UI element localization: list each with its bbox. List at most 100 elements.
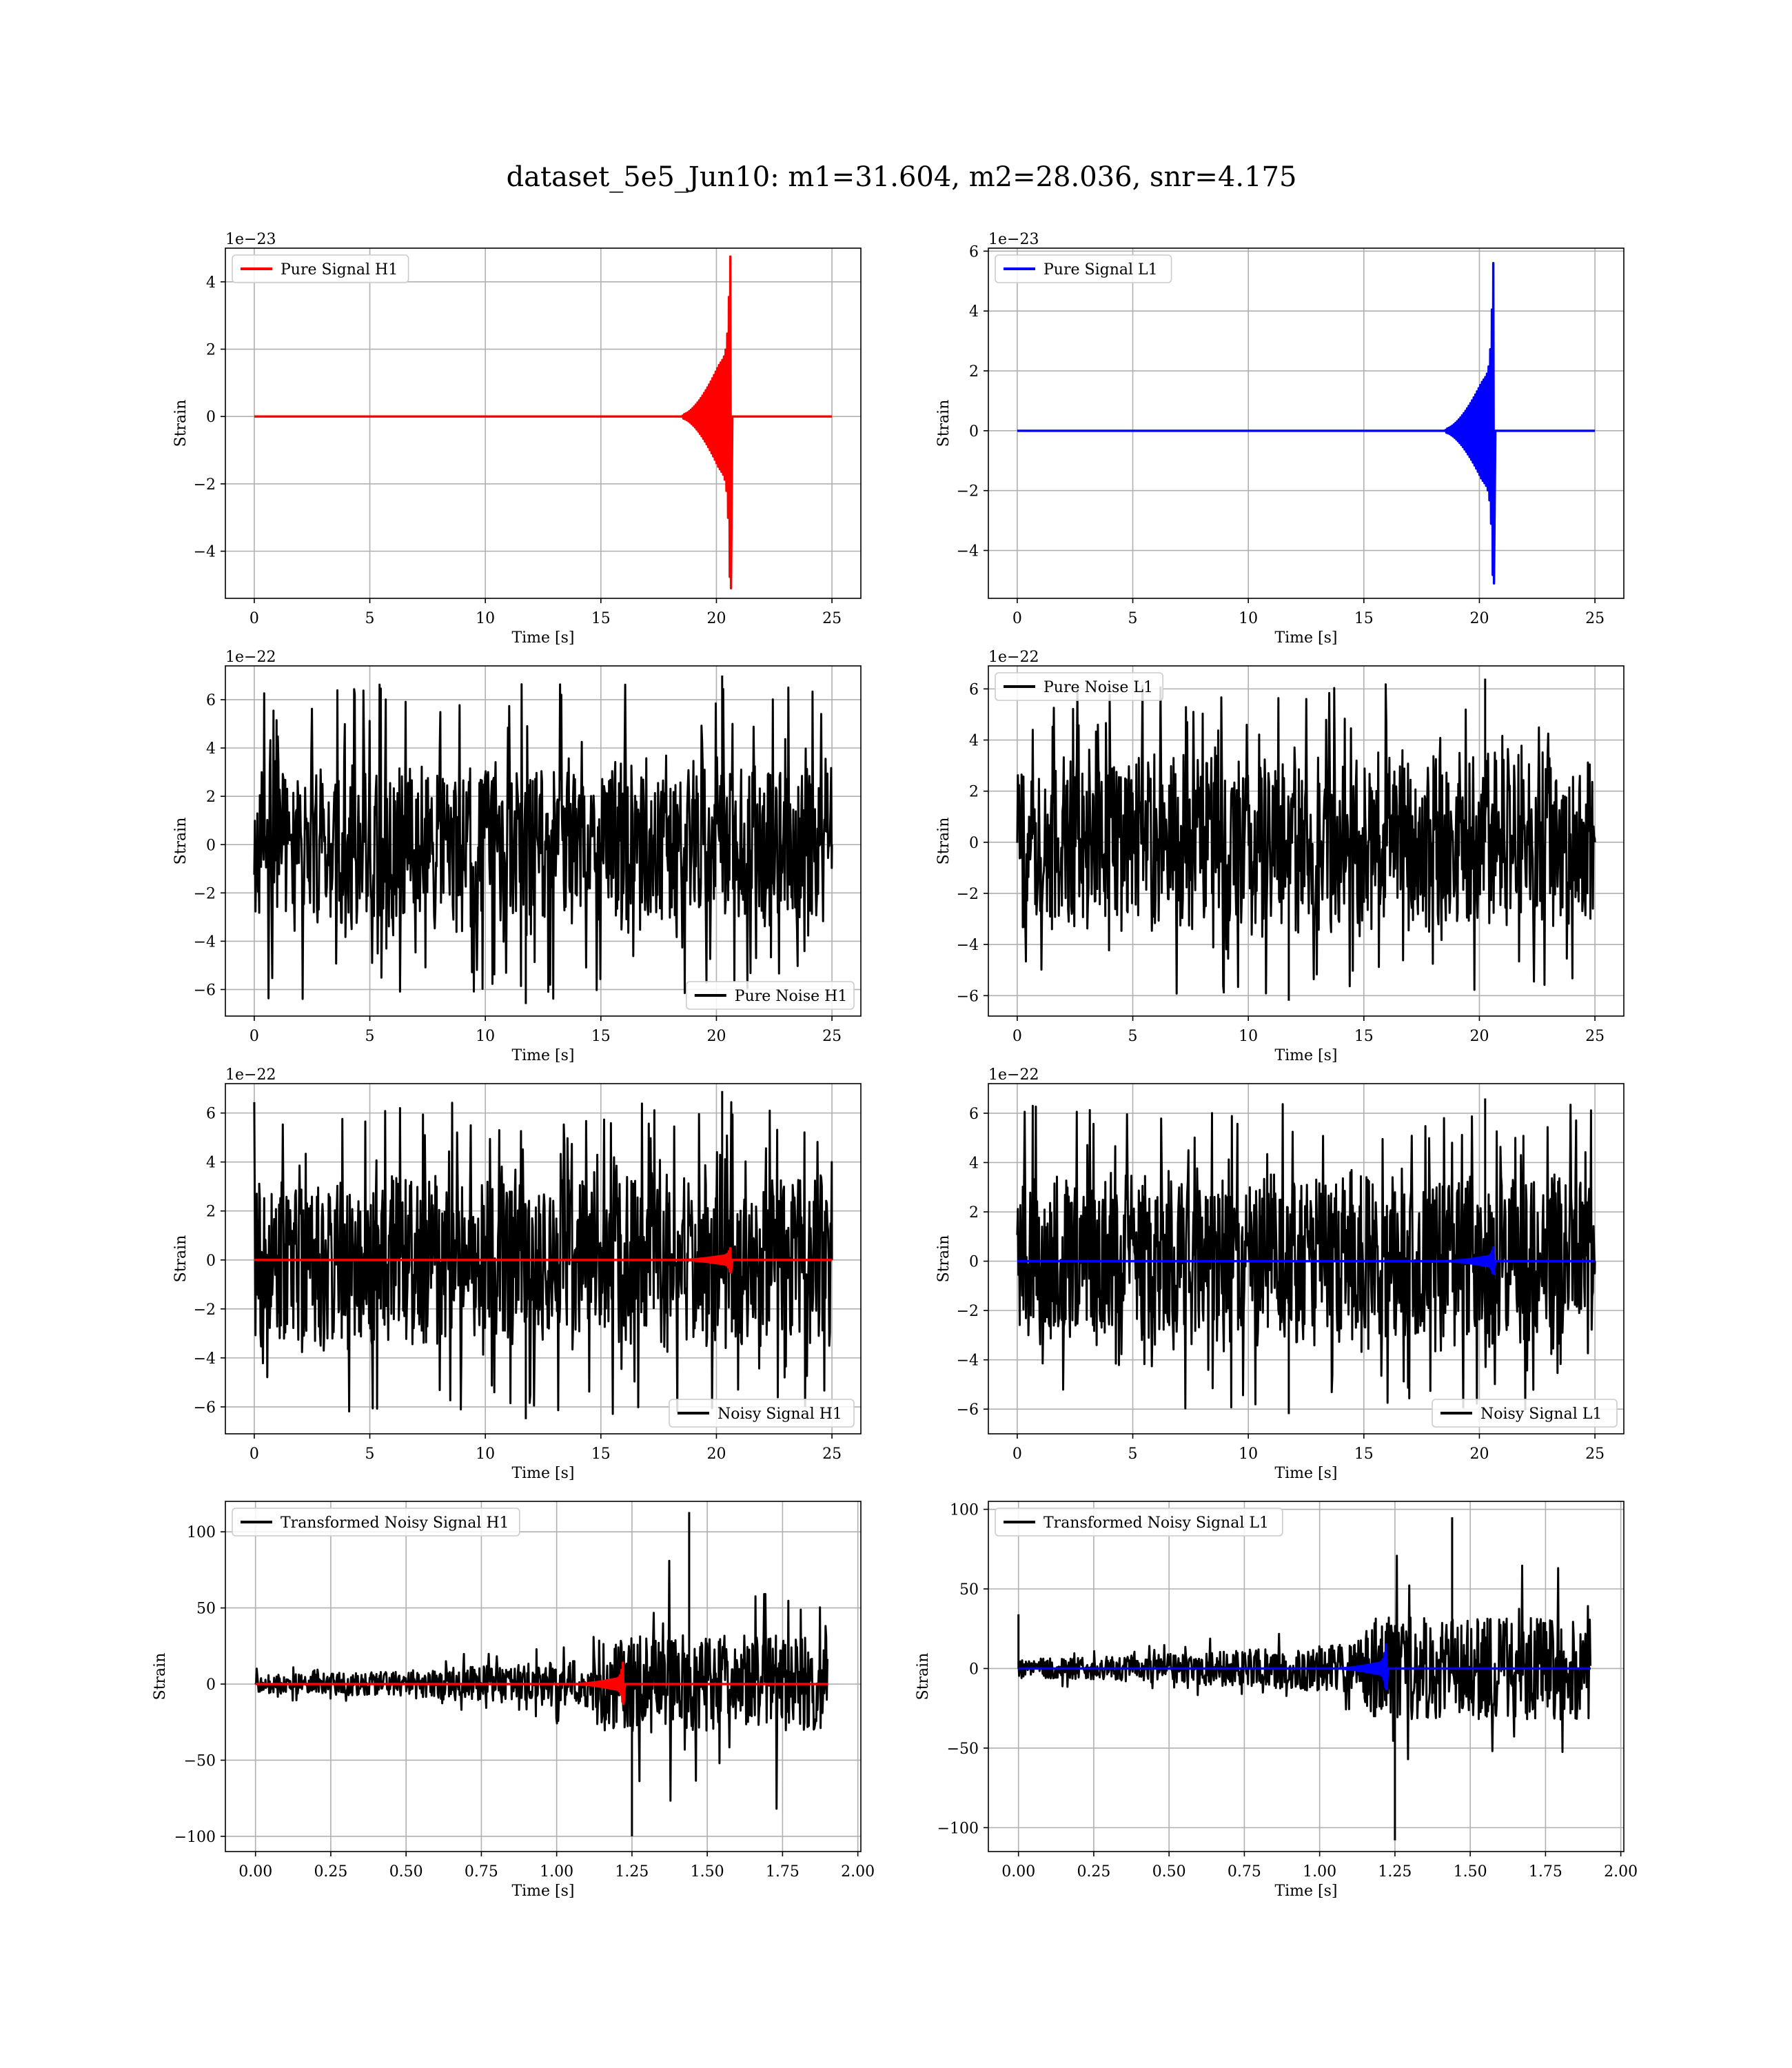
y-tick-label: 0: [206, 1676, 216, 1694]
x-tick-label: 0.75: [1228, 1863, 1261, 1881]
series-line-noisy-signal-h1-overlay: [254, 1247, 833, 1274]
y-tick-label: −4: [194, 933, 216, 951]
x-tick-label: 0: [250, 1028, 259, 1045]
y-tick-label: −4: [194, 544, 216, 561]
y-tick-label: 4: [969, 1155, 979, 1172]
series-line-noisy-signal-h1: [253, 1091, 833, 1419]
y-tick-label: −4: [957, 937, 979, 954]
x-tick-label: 10: [1239, 1028, 1258, 1045]
x-tick-label: 1.00: [1303, 1863, 1336, 1881]
x-tick-label: 20: [1469, 610, 1489, 627]
axis-offset-text: 1e−22: [225, 649, 276, 666]
plot-area: [1017, 262, 1596, 585]
x-axis-label: Time [s]: [1274, 1465, 1337, 1482]
plot-area: [1016, 678, 1596, 1001]
axes-frame: [225, 247, 862, 599]
x-tick-label: 20: [706, 610, 726, 627]
legend: Transformed Noisy Signal L1: [995, 1508, 1283, 1537]
y-tick-label: −4: [957, 543, 979, 560]
x-tick-label: 5: [1128, 1446, 1138, 1463]
x-tick-label: 0.25: [1077, 1863, 1110, 1881]
x-tick-label: 25: [1585, 1446, 1605, 1463]
x-tick-label: 25: [822, 1028, 842, 1045]
axis-text: 0 5 10 15 20 25 −6 −4 −2 0 2 4 6 Time [s] Strain 1e−22: [172, 649, 842, 1064]
legend-box: [995, 1508, 1283, 1537]
y-tick-label: 100: [187, 1524, 216, 1541]
x-tick-label: 0: [1012, 610, 1022, 627]
x-tick-label: 0: [250, 610, 259, 627]
legend-box: [232, 254, 409, 283]
axes-frame: [225, 1083, 862, 1435]
y-tick-label: 2: [969, 784, 979, 801]
x-tick-label: 10: [1239, 1446, 1258, 1463]
y-tick-label: −6: [957, 988, 979, 1005]
x-axis-label: Time [s]: [1274, 1883, 1337, 1900]
chart-panel-pure-noise-h1: 0 5 10 15 20 25 −6 −4 −2 0 2 4 6 Time [s] Strain 1e−22 P…: [172, 649, 862, 1064]
axis-text: 0 5 10 15 20 25 −6 −4 −2 0 2 4 6 Time [s] Strain 1e−22: [935, 649, 1605, 1064]
chart-panel-transformed-l1: 0.00 0.25 0.50 0.75 1.00 1.25 1.50 1.75 2.00 −100…: [915, 1501, 1638, 1900]
legend-label: Pure Noise L1: [1043, 679, 1153, 696]
y-tick-label: 4: [969, 733, 979, 750]
series-line-pure-signal-h1: [254, 255, 833, 589]
series-line-noisy-signal-l1: [1016, 1098, 1596, 1415]
x-tick-label: 5: [1128, 610, 1138, 627]
x-tick-label: 10: [1239, 610, 1258, 627]
series-line-pure-signal-l1: [1017, 262, 1596, 585]
legend: Pure Noise L1: [995, 672, 1163, 701]
x-tick-label: 20: [706, 1446, 726, 1463]
x-tick-label: 25: [822, 1446, 842, 1463]
y-tick-label: 4: [206, 1155, 216, 1172]
x-tick-label: 20: [706, 1028, 726, 1045]
x-tick-label: 1.25: [1378, 1863, 1412, 1881]
axis-text: 0 5 10 15 20 25 −6 −4 −2 0 2 4 6 Time [s] Strain 1e−22: [172, 1066, 842, 1482]
axis-text: 0 5 10 15 20 25 −4 −2 0 2 4 Time [s] Strain 1e−23: [172, 231, 842, 647]
axis-text: 0.00 0.25 0.50 0.75 1.00 1.25 1.50 1.75 2.00 −100…: [915, 1502, 1638, 1900]
y-tick-label: 6: [206, 692, 216, 709]
grid: [988, 248, 1624, 598]
legend: Noisy Signal L1: [1432, 1399, 1618, 1428]
x-axis-label: Time [s]: [511, 1883, 574, 1900]
legend-label: Noisy Signal H1: [717, 1406, 842, 1423]
axis-text: 0.00 0.25 0.50 0.75 1.00 1.25 1.50 1.75 2.00 −100…: [152, 1524, 875, 1900]
series-line-transformed-noisy-signal-l1: [1017, 1517, 1591, 1841]
x-tick-label: 1.25: [615, 1863, 649, 1881]
legend: Pure Signal H1: [232, 254, 409, 283]
axis-offset-text: 1e−23: [225, 231, 276, 248]
x-axis-label: Time [s]: [1274, 1047, 1337, 1064]
y-tick-label: −6: [957, 1401, 979, 1419]
x-tick-label: 15: [591, 1028, 611, 1045]
y-tick-label: −6: [194, 1399, 216, 1417]
legend-label: Pure Signal H1: [281, 261, 398, 278]
y-tick-label: 50: [196, 1601, 216, 1618]
y-tick-label: 2: [969, 363, 979, 381]
chart-panel-noisy-signal-h1: 0 5 10 15 20 25 −6 −4 −2 0 2 4 6 Time [s] Strain 1e−22 N…: [172, 1066, 862, 1482]
axis-offset-text: 1e−22: [988, 649, 1039, 666]
series-line-pure-noise-h1: [253, 676, 833, 1004]
axis-text: 0 5 10 15 20 25 −4 −2 0 2 4 6 Time [s] Strain 1e−23: [935, 231, 1605, 647]
y-tick-label: −2: [957, 1303, 979, 1320]
x-tick-label: 15: [1354, 1446, 1374, 1463]
x-tick-label: 2.00: [841, 1863, 875, 1881]
y-tick-label: 0: [206, 837, 216, 854]
series-line-noisy-signal-l1-overlay: [1017, 1246, 1596, 1275]
y-axis-label: Strain: [172, 818, 190, 865]
y-tick-label: −50: [184, 1752, 216, 1770]
axes-frame: [988, 1501, 1625, 1852]
y-axis-label: Strain: [935, 818, 953, 865]
x-axis-label: Time [s]: [511, 1047, 574, 1064]
y-tick-label: 2: [206, 789, 216, 806]
x-axis-label: Time [s]: [511, 1465, 574, 1482]
y-tick-label: −4: [194, 1350, 216, 1368]
y-tick-label: −2: [194, 885, 216, 902]
x-tick-label: 15: [1354, 610, 1374, 627]
legend-box: [232, 1508, 520, 1537]
y-tick-label: −50: [947, 1741, 979, 1758]
legend-label: Noisy Signal L1: [1480, 1406, 1602, 1423]
x-tick-label: 10: [476, 1446, 495, 1463]
y-tick-label: 0: [969, 423, 979, 440]
x-axis-label: Time [s]: [1274, 629, 1337, 647]
x-tick-label: 2.00: [1604, 1863, 1638, 1881]
axis-offset-text: 1e−23: [988, 231, 1039, 248]
